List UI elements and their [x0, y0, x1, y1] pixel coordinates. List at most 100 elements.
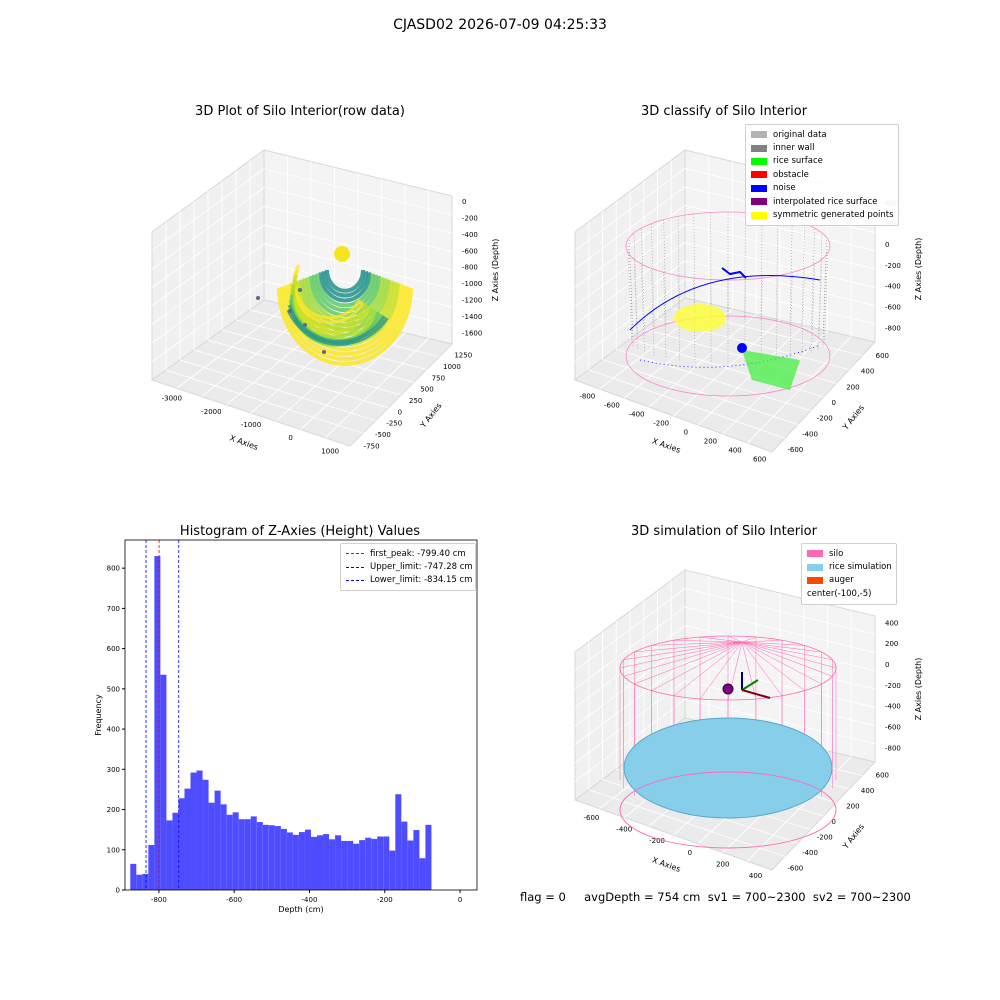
z-tick-label: 400: [885, 619, 898, 627]
inner-wall-line: [818, 257, 823, 350]
x-tick-label: 0: [288, 434, 292, 442]
x-tick-label: -200: [377, 896, 393, 904]
histogram-bar: [136, 874, 143, 890]
gridline: [574, 625, 686, 708]
x-tick-label: 600: [753, 456, 766, 464]
histogram-bar: [377, 836, 384, 890]
raw-outlier-point: [256, 296, 260, 300]
x-tick-label: -2000: [201, 408, 221, 416]
histogram-bar: [244, 819, 251, 890]
y-tick-label: 600: [107, 645, 120, 653]
legend-swatch: [751, 144, 767, 152]
histogram-bar: [154, 556, 161, 890]
legend-entry-interpolated-rice-surface: interpolated rice surface: [751, 195, 893, 208]
x-tick-label: -600: [583, 814, 599, 822]
symmetric-points: [674, 304, 726, 332]
auger-axis: [741, 679, 759, 691]
legend-label: center(-100,-5): [807, 588, 872, 599]
histogram-plot: -800 -600 -400 -200 0 0 100 200 300 400 500 600 700 8…: [94, 539, 478, 914]
histogram-bar: [371, 838, 378, 890]
histogram-bar: [407, 840, 414, 890]
histogram-bar: [160, 674, 167, 890]
histogram-bar: [208, 802, 215, 890]
silo-roof-line: [741, 641, 833, 660]
histogram-bar: [365, 837, 372, 890]
y-tick-label: 200: [846, 803, 859, 811]
y-tick-label: 0: [116, 887, 120, 895]
z-tick-label: -800: [462, 264, 478, 272]
x-axis-label: X Axies: [651, 436, 682, 455]
x-tick-label: -1000: [241, 421, 261, 429]
gridline: [673, 319, 781, 417]
histogram-bar: [196, 770, 203, 890]
legend-entry-original-data: original data: [751, 128, 893, 141]
histogram-bar: [226, 814, 233, 890]
histogram-bar: [347, 840, 354, 890]
y-tick-label: 100: [107, 846, 120, 854]
y-tick-label: -600: [787, 446, 803, 454]
histogram-bar: [292, 834, 299, 890]
histogram-bar: [286, 832, 293, 890]
y-tick-label: 0: [832, 399, 836, 407]
legend-swatch: [751, 157, 767, 165]
y-tick-label: -200: [817, 833, 833, 841]
silo-roof-line: [623, 641, 743, 660]
raw-point-band: [287, 304, 386, 344]
z-tick-label: -1200: [462, 297, 482, 305]
silo-roof-line: [623, 641, 743, 677]
silo-roof-line: [741, 636, 757, 643]
gridline: [151, 168, 265, 251]
raw-point-band: [277, 287, 413, 366]
histogram-bar: [148, 844, 155, 890]
histogram-bar: [335, 835, 342, 890]
x-tick-label: -400: [616, 826, 632, 834]
z-tick-label: -200: [885, 262, 901, 270]
y-axis-label: Y Axies: [840, 822, 866, 851]
auger-axis: [741, 689, 771, 699]
raw-outlier-point: [288, 309, 292, 313]
y-axis-label: Frequency: [94, 694, 103, 736]
silo-roof-line: [700, 636, 743, 643]
simulation-3d-plot: -600-400-2000200400-600-400-200020040060…: [573, 569, 923, 880]
inner-wall-line: [789, 272, 793, 359]
histogram-bar: [202, 779, 209, 890]
x-tick-label: -200: [649, 837, 665, 845]
x-tick-label: 400: [728, 447, 741, 455]
z-axis-label: Z Axies (Depth): [914, 658, 923, 721]
y-tick-label: 800: [107, 565, 120, 573]
inner-wall-line: [822, 240, 827, 339]
histogram-bar: [178, 798, 185, 890]
inner-wall-line: [641, 228, 645, 332]
gridline: [574, 606, 686, 690]
histogram-bar: [298, 832, 305, 890]
legend-label: first_peak: -799.40 cm: [370, 548, 466, 559]
histogram-bar: [413, 830, 420, 890]
y-tick-label: 400: [861, 787, 874, 795]
z-tick-label: 0: [462, 198, 466, 206]
histogram-bar: [184, 788, 191, 890]
raw-cluster: [334, 246, 350, 262]
silo-bottom-rim: [619, 771, 837, 849]
y-tick-label: 600: [876, 772, 889, 780]
legend-label: symmetric generated points: [773, 210, 894, 221]
histogram-bar: [419, 858, 426, 890]
gridline: [300, 332, 406, 430]
rice-simulation-surface: [623, 717, 833, 819]
y-tick-label: 1000: [443, 363, 461, 371]
histogram-bar: [323, 834, 330, 890]
histogram-bar: [317, 835, 324, 890]
histogram-frame: [124, 539, 478, 891]
silo-roof-line: [619, 641, 743, 669]
histogram-bar: [401, 821, 408, 890]
y-tick-label: 500: [420, 386, 433, 394]
histogram-bar: [310, 836, 317, 890]
x-tick-label: -600: [604, 402, 620, 410]
histogram-legend: first_peak: -799.40 cm Upper_limit: -747…: [340, 543, 476, 592]
histogram-bar: [220, 804, 227, 890]
histogram-bar: [214, 790, 221, 890]
silo-roof-line: [741, 640, 783, 643]
legend-line: [346, 579, 364, 581]
silo-roof-line: [741, 641, 837, 669]
legend-label: interpolated rice surface: [773, 196, 878, 207]
silo-roof-line: [741, 641, 783, 696]
